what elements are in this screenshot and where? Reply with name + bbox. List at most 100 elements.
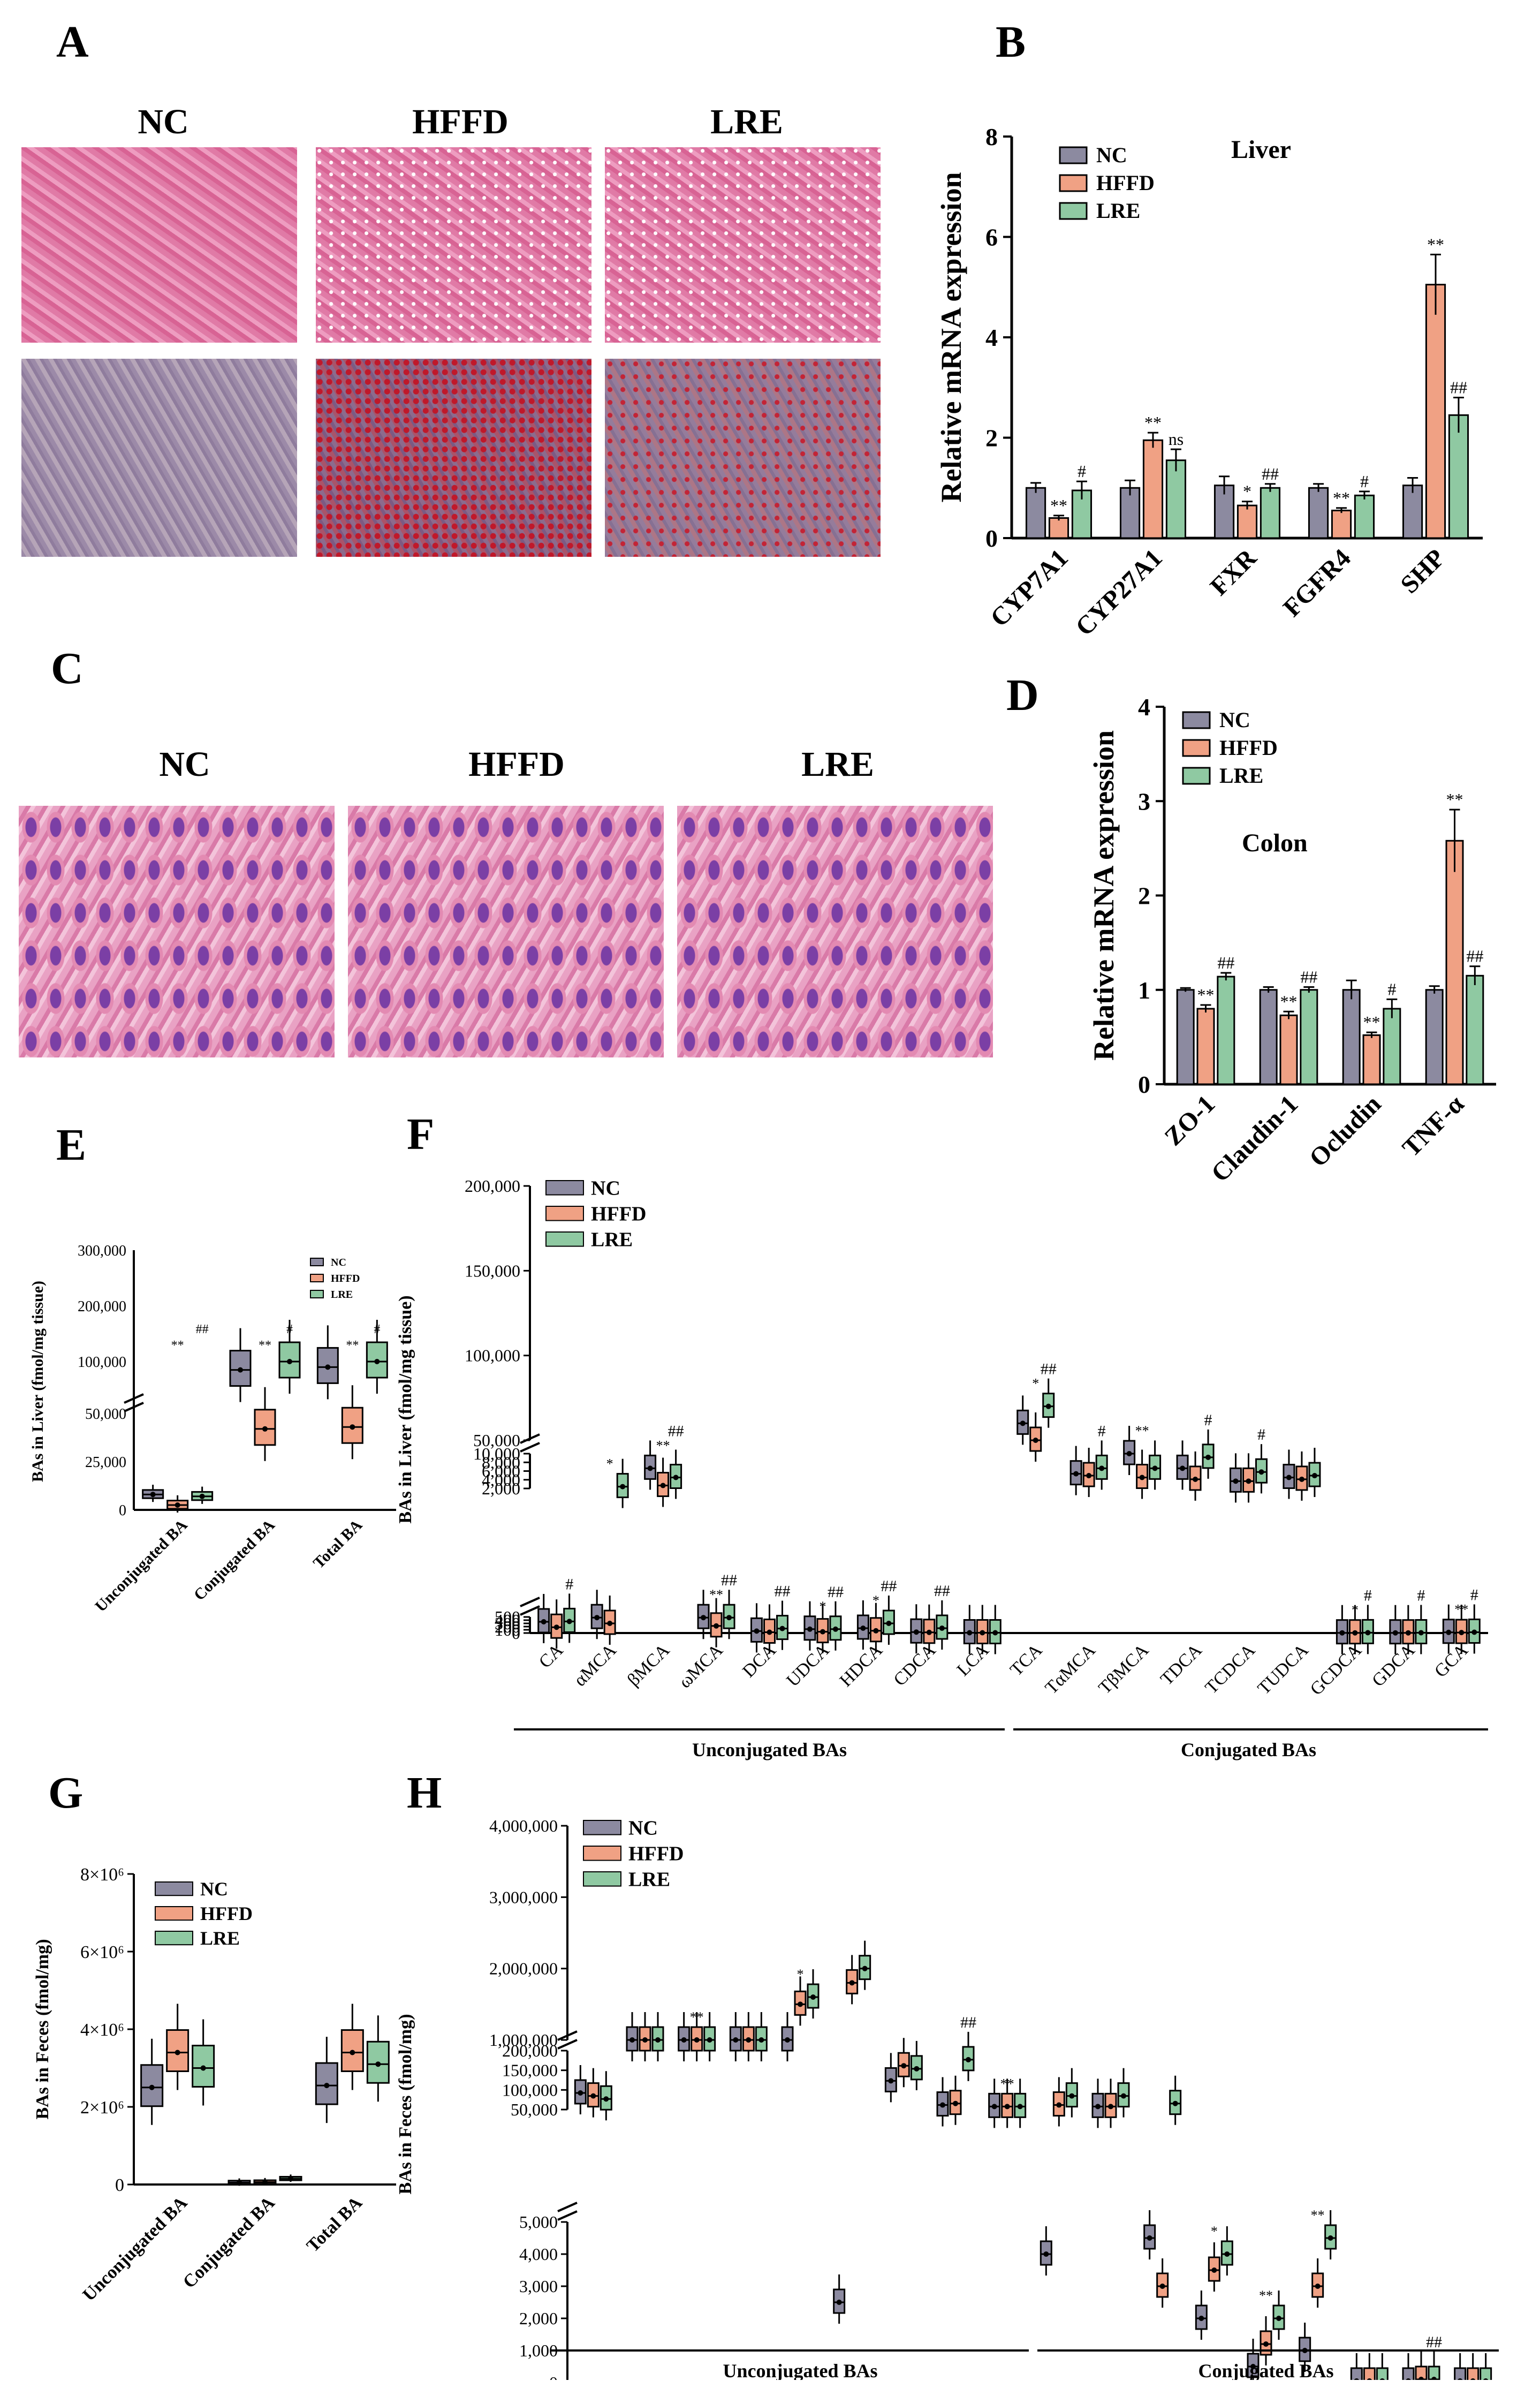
H-axis-break-1-a: [557, 2202, 578, 2212]
F-legend-swatch-1: [545, 1206, 584, 1221]
B-bar-LRE-4: [1448, 414, 1469, 539]
F-ytick-label-high-0: 50,000: [473, 1431, 520, 1450]
F-sig-3: **: [709, 1587, 723, 1603]
H-sig-13: **: [1259, 2288, 1273, 2303]
G-ytick-label-1: 2×10⁶: [80, 2098, 124, 2118]
G-box-HFFD-0-point: [175, 2050, 180, 2055]
H-box-LRE-16-point: [1431, 2377, 1437, 2380]
B-bar-LRE-1: [1165, 459, 1187, 539]
F-sig-lre-12: #: [1204, 1411, 1212, 1429]
H-box-LRE-4-point: [810, 1994, 816, 2000]
H-box-NC-16-point: [1406, 2378, 1411, 2380]
panel-c-label-hffd: HFFD: [468, 745, 565, 784]
E-sig-0: **: [171, 1339, 184, 1352]
D-xtick-2: Ocludin: [1304, 1090, 1386, 1172]
F-box-NC-14-point: [1286, 1475, 1292, 1480]
F-xtick-2: βMCA: [624, 1640, 673, 1690]
D-bar-NC-2: [1342, 989, 1361, 1085]
G-box-NC-1-point: [237, 2180, 242, 2186]
H-box-LRE-14-point: [1327, 2235, 1333, 2241]
F-box-HFFD-16-point: [1405, 1630, 1411, 1636]
F-xtick-7: CDCA: [890, 1640, 940, 1690]
E-ytick-high-2: 300,000: [78, 1243, 126, 1259]
panel-a-label-nc: NC: [138, 102, 189, 141]
D-sig-HFFD-2: **: [1363, 1012, 1380, 1032]
F-xtick-3: ωMCA: [675, 1640, 727, 1692]
G-box-HFFD-2-point: [350, 2050, 355, 2055]
E-axis-break-b: [124, 1402, 144, 1412]
D-sig-HFFD-1: **: [1280, 992, 1298, 1011]
D-bar-NC-3: [1425, 989, 1444, 1085]
H-group-label-1: Conjugated BAs: [1198, 2360, 1333, 2380]
H-box-HFFD-8-point: [1004, 2104, 1010, 2110]
F-xtick-11: TβMCA: [1095, 1640, 1152, 1698]
H-box-LRE-11-point: [1172, 2100, 1178, 2106]
H-box-LRE-5-point: [862, 1966, 868, 1971]
F-sig-15: *: [1352, 1602, 1359, 1617]
H-box-NC-17-point: [1458, 2378, 1463, 2380]
F-box-LRE-12-point: [1205, 1454, 1211, 1460]
colon-lre-image: [677, 806, 993, 1057]
D-sig-LRE-1: ##: [1300, 967, 1317, 986]
G-legend-swatch-1: [155, 1906, 193, 1921]
F-box-HFFD-5-point: [820, 1629, 825, 1635]
F-axis-break-1-b: [520, 1605, 540, 1616]
H-box-HFFD-15-point: [1367, 2378, 1372, 2380]
B-ytick-label-2: 4: [985, 324, 998, 351]
liver-oro-lre-image: [605, 359, 881, 557]
H-axis-break-1-b: [557, 2210, 578, 2221]
F-sig-lre-5: ##: [828, 1583, 844, 1601]
liver-oro-hffd-image: [316, 359, 591, 557]
H-box-NC-16: [1402, 2367, 1415, 2380]
F-xtick-4: DCA: [739, 1640, 780, 1681]
liver-he-nc-image: [21, 147, 297, 343]
E-ytick-low-0: 0: [119, 1502, 126, 1519]
H-box-HFFD-14-point: [1315, 2284, 1321, 2289]
D-bar-HFFD-2: [1362, 1034, 1381, 1085]
F-box-NC-10-point: [1073, 1471, 1079, 1477]
F-xtick-15: GCDCA: [1307, 1640, 1366, 1699]
F-box-LRE-15-point: [1365, 1630, 1371, 1636]
D-sig-HFFD-0: **: [1197, 985, 1215, 1004]
F-box-NC-17-point: [1446, 1629, 1452, 1635]
F-sig-1: *: [606, 1456, 613, 1472]
F-xtick-12: TDCA: [1157, 1640, 1206, 1689]
F-ytick-label-mid-2: 6,000: [482, 1462, 520, 1481]
B-ytick-label-0: 0: [985, 525, 998, 552]
F-xtick-8: LCA: [953, 1640, 993, 1680]
H-box-LRE-9-point: [1069, 2093, 1075, 2099]
F-xtick-17: GCA: [1431, 1640, 1472, 1681]
H-legend-label-1: HFFD: [628, 1843, 684, 1865]
D-bar-HFFD-1: [1279, 1014, 1298, 1085]
H-box-HFFD-13-point: [1263, 2341, 1269, 2347]
E-ytick-high-0: 100,000: [78, 1354, 126, 1371]
F-box-LRE-0-point: [566, 1619, 572, 1624]
B-xtick-3: FGFR4: [1278, 543, 1356, 622]
F-box-NC-3-point: [701, 1615, 707, 1621]
D-legend-swatch-2: [1182, 767, 1211, 785]
F-group-label-1: Conjugated BAs: [1181, 1739, 1316, 1760]
H-ytick-label-mid-1: 100,000: [502, 2080, 558, 2099]
E-axis-break-a: [124, 1393, 144, 1404]
H-box-NC-4-point: [785, 2037, 790, 2043]
G-ytick-label-2: 4×10⁶: [80, 2020, 124, 2040]
H-box-LRE-6-point: [914, 2066, 920, 2072]
E-legend-label-0: NC: [331, 1257, 346, 1268]
F-box-HFFD-12-point: [1193, 1476, 1198, 1482]
F-sig-11: **: [1135, 1423, 1149, 1439]
D-ytick-label-1: 1: [1138, 977, 1150, 1004]
B-bar-HFFD-4: [1425, 284, 1446, 539]
panel-letter-f: F: [407, 1109, 435, 1159]
B-bar-HFFD-1: [1142, 439, 1164, 539]
E-box-NC-1-point: [238, 1367, 243, 1373]
D-ytick-label-2: 2: [1138, 882, 1150, 910]
H-box-NC-7-point: [940, 2102, 945, 2108]
F-ytick-label-high-3: 200,000: [465, 1176, 520, 1196]
H-box-NC-15: [1350, 2367, 1363, 2380]
F-sig-lre-15: #: [1364, 1586, 1372, 1604]
E-legend-swatch-2: [310, 1290, 324, 1298]
H-box-HFFD-11-point: [1159, 2284, 1165, 2289]
F-ytick-label-high-1: 100,000: [465, 1346, 520, 1365]
E-ylabel: BAs in Liver (fmol/mg tissue): [29, 1281, 47, 1482]
D-bar-LRE-2: [1383, 1008, 1401, 1085]
